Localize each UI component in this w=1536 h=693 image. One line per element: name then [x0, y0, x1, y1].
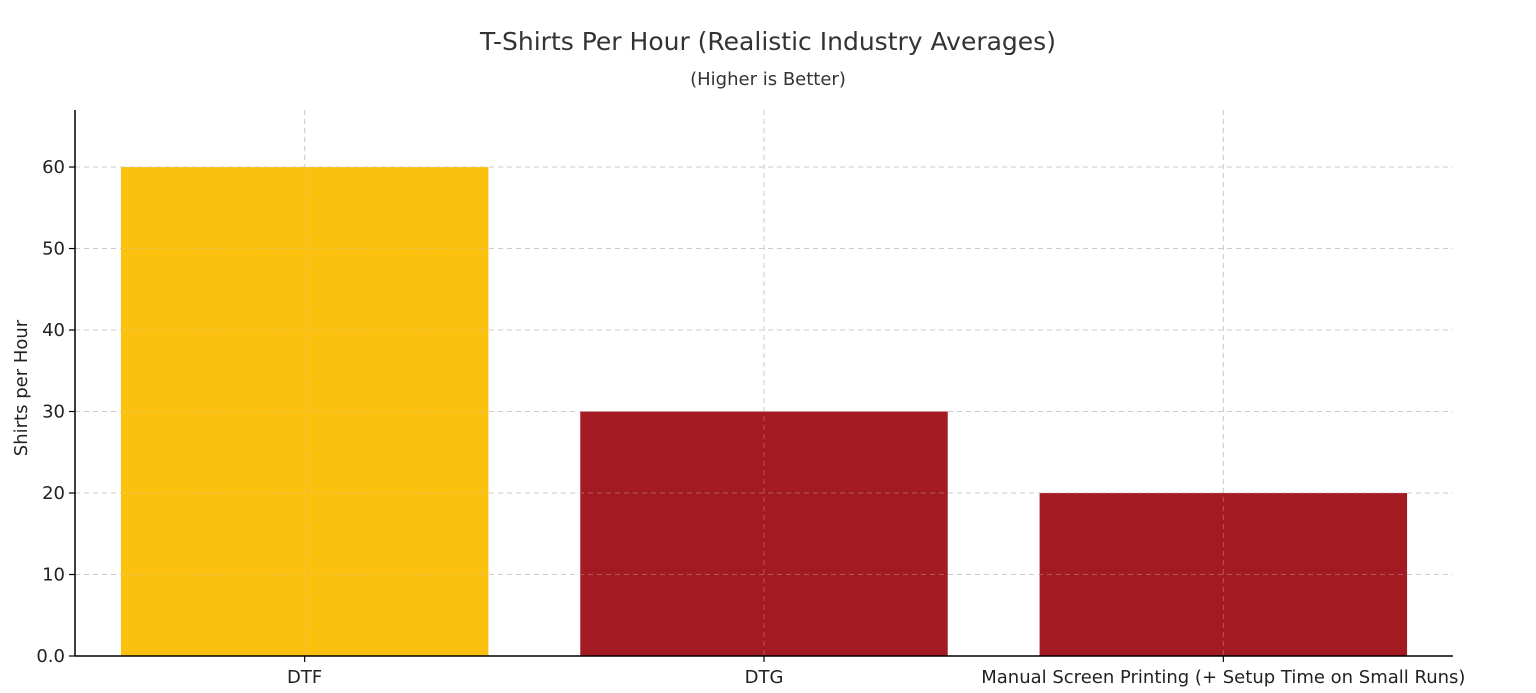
chart-title: T-Shirts Per Hour (Realistic Industry Av…	[479, 27, 1056, 56]
y-tick-label: 20	[42, 483, 65, 504]
x-tick-label: DTF	[287, 667, 322, 688]
grid-lines-overlay	[75, 110, 1453, 656]
y-tick-label: 0.0	[36, 646, 65, 667]
bar	[120, 167, 489, 656]
x-tick-label: Manual Screen Printing (+ Setup Time on …	[981, 667, 1465, 688]
chart-subtitle: (Higher is Better)	[690, 69, 846, 90]
y-tick-label: 50	[42, 239, 65, 260]
y-axis-label: Shirts per Hour	[11, 319, 32, 456]
bar	[1039, 493, 1408, 656]
y-tick-label: 30	[42, 402, 65, 423]
y-tick-label: 40	[42, 320, 65, 341]
x-ticks: DTF DTG Manual Screen Printing (+ Setup Ti…	[287, 656, 1465, 688]
x-tick-label: DTG	[745, 667, 784, 688]
y-tick-label: 60	[42, 157, 65, 178]
y-ticks: 0.0 10 20 30 40 50 60	[36, 157, 75, 667]
bar	[580, 411, 948, 656]
y-tick-label: 10	[42, 565, 65, 586]
bars	[120, 167, 1408, 656]
